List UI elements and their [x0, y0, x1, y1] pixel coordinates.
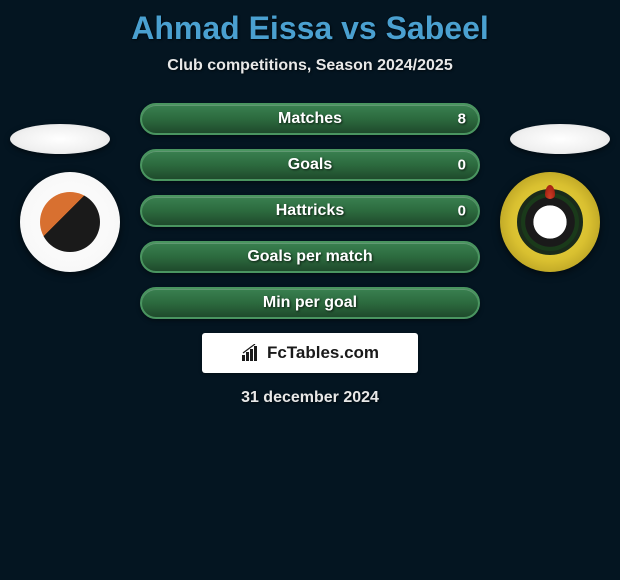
date-label: 31 december 2024 — [0, 389, 620, 407]
stat-value-right: 0 — [458, 203, 466, 220]
stat-label: Min per goal — [263, 294, 357, 312]
stat-label: Goals per match — [247, 248, 372, 266]
stat-bar-matches: Matches 8 — [140, 103, 480, 135]
page-title: Ahmad Eissa vs Sabeel — [0, 0, 620, 47]
club-badge-left — [20, 172, 120, 272]
stat-bar-goals: Goals 0 — [140, 149, 480, 181]
club-badge-right — [500, 172, 600, 272]
stat-label: Hattricks — [276, 202, 344, 220]
club-right-emblem — [517, 189, 583, 255]
stat-value-right: 0 — [458, 157, 466, 174]
stat-bar-hattricks: Hattricks 0 — [140, 195, 480, 227]
player-avatar-left — [10, 124, 110, 154]
player-avatar-right — [510, 124, 610, 154]
subtitle: Club competitions, Season 2024/2025 — [0, 57, 620, 75]
stat-value-right: 8 — [458, 111, 466, 128]
stat-label: Goals — [288, 156, 332, 174]
stat-bar-goals-per-match: Goals per match — [140, 241, 480, 273]
bar-chart-icon — [241, 344, 261, 362]
flame-icon — [545, 185, 555, 199]
brand-text: FcTables.com — [267, 343, 379, 363]
stats-container: Matches 8 Goals 0 Hattricks 0 Goals per … — [140, 103, 480, 319]
brand-attribution: FcTables.com — [202, 333, 418, 373]
stat-bar-min-per-goal: Min per goal — [140, 287, 480, 319]
club-left-emblem — [40, 192, 100, 252]
stat-label: Matches — [278, 110, 342, 128]
